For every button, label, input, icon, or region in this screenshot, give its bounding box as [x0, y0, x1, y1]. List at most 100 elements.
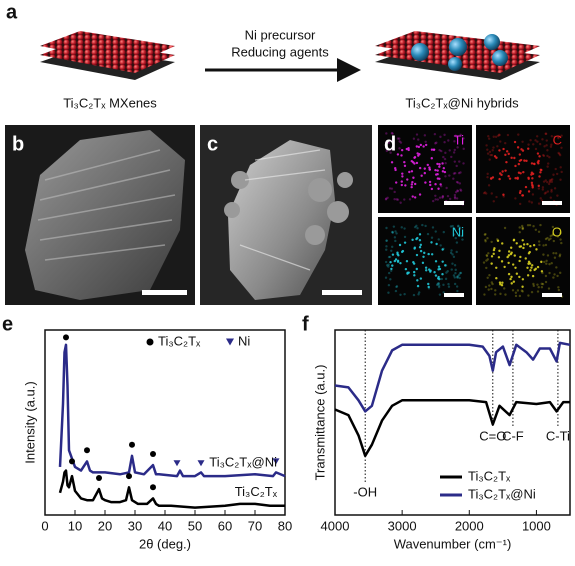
eds-dot [396, 198, 400, 201]
series-line [58, 343, 286, 478]
eds-dot [543, 145, 546, 148]
eds-dot [403, 227, 406, 230]
eds-dot [390, 187, 394, 190]
eds-dot [482, 261, 486, 264]
eds-dot [554, 167, 557, 171]
eds-dot [484, 238, 487, 242]
eds-dot [385, 226, 388, 230]
eds-dot [532, 244, 536, 247]
eds-dot [485, 144, 488, 147]
eds-dot [502, 195, 505, 198]
peak-marker [126, 473, 132, 480]
eds-dot [490, 287, 493, 291]
eds-dot [420, 174, 423, 177]
legend-label: Ti₃C₂Tₓ@Ni [468, 486, 536, 501]
eds-dot [532, 224, 535, 228]
scale-bar [542, 201, 562, 205]
eds-dot [437, 265, 441, 268]
eds-dot [548, 156, 551, 159]
eds-dot [458, 276, 461, 280]
eds-dot [419, 143, 423, 147]
eds-dot [560, 146, 563, 149]
eds-dot [452, 255, 456, 259]
eds-dot [453, 282, 457, 286]
eds-dot [406, 178, 409, 181]
eds-dot [453, 140, 456, 143]
eds-dot [386, 196, 389, 200]
eds-dot [503, 265, 506, 269]
eds-dot [550, 262, 553, 265]
eds-dot [487, 288, 490, 291]
eds-dot [394, 230, 397, 233]
eds-dot [490, 192, 493, 195]
peak-marker [272, 458, 280, 465]
eds-dot [384, 141, 388, 144]
eds-dot [441, 248, 444, 251]
eds-dot [391, 230, 394, 234]
eds-dot [526, 224, 530, 227]
eds-dot [455, 275, 459, 279]
eds-dot [418, 193, 422, 196]
eds-dot [411, 195, 414, 198]
eds-dot [543, 260, 546, 264]
eds-dot [545, 139, 548, 142]
peak-marker [129, 441, 135, 448]
eds-dot [444, 264, 448, 267]
eds-dot [497, 256, 501, 259]
eds-dot [536, 140, 539, 143]
eds-dot [485, 192, 488, 195]
eds-dot [546, 180, 549, 184]
eds-dot [427, 282, 430, 286]
eds-dot [391, 231, 394, 234]
eds-dot [529, 245, 532, 248]
eds-dot [537, 286, 540, 289]
eds-dot [405, 259, 409, 263]
eds-dot [483, 293, 486, 296]
eds-dot [505, 150, 509, 153]
eds-dot [434, 260, 438, 263]
eds-dot [537, 162, 540, 165]
eds-dot [417, 154, 420, 157]
eds-dot [518, 226, 521, 229]
scale-bar [444, 201, 464, 205]
scheme-text: Ni precursor [245, 27, 316, 42]
eds-dot [541, 188, 545, 191]
eds-dot [518, 231, 521, 234]
eds-dot [557, 151, 560, 155]
eds-dot [514, 291, 518, 294]
panel-label: a [6, 1, 18, 23]
eds-dot [536, 152, 540, 155]
eds-dot [456, 275, 460, 278]
eds-dot [521, 285, 524, 288]
eds-dot [423, 251, 426, 255]
eds-dot [540, 270, 544, 273]
eds-dot [495, 156, 498, 159]
eds-dot [500, 260, 504, 263]
eds-dot [440, 277, 444, 281]
eds-dot [454, 190, 458, 194]
eds-dot [544, 237, 548, 241]
eds-dot [391, 139, 394, 142]
eds-dot [530, 290, 534, 294]
eds-dot [451, 224, 454, 228]
legend-symbol [226, 338, 234, 346]
eds-dot [447, 285, 451, 288]
eds-dot [398, 140, 401, 143]
eds-dot [545, 262, 548, 265]
eds-dot [437, 282, 440, 285]
eds-dot [390, 249, 393, 253]
eds-dot [531, 177, 534, 180]
eds-dot [482, 191, 486, 195]
eds-dot [430, 241, 433, 244]
eds-dot [513, 140, 517, 144]
eds-dot [445, 271, 448, 274]
eds-dot [443, 133, 446, 137]
eds-dot [453, 160, 457, 163]
legend-label: Ti₃C₂Tₓ [158, 333, 201, 348]
eds-dot [499, 140, 502, 143]
eds-dot [452, 233, 456, 236]
eds-dot [491, 176, 495, 179]
eds-dot [509, 277, 512, 281]
eds-dot [509, 246, 513, 249]
eds-dot [434, 194, 437, 197]
